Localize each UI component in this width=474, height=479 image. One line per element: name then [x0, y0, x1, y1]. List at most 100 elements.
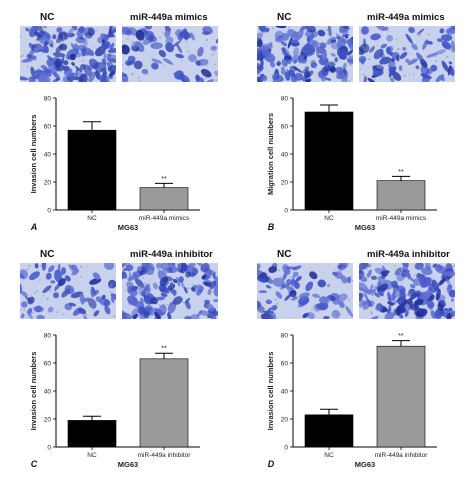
stained-cell: [343, 67, 347, 76]
stained-cell: [139, 297, 144, 304]
stained-cell: [56, 27, 63, 33]
stained-cell: [444, 271, 455, 277]
membrane-pore: [132, 40, 135, 43]
x-axis-title: MG63: [118, 460, 138, 469]
bar-1: [139, 358, 189, 448]
membrane-pore: [433, 81, 435, 82]
stained-cell: [312, 293, 320, 298]
stained-cell: [289, 43, 300, 46]
bar-1: [376, 180, 426, 211]
stained-cell: [257, 263, 261, 272]
stained-cell: [41, 263, 47, 271]
stained-cell: [28, 76, 36, 82]
membrane-pore: [371, 65, 373, 67]
membrane-pore: [394, 264, 396, 267]
stained-cell: [213, 285, 218, 297]
stained-cell: [441, 271, 445, 280]
stained-cell: [99, 298, 111, 307]
stained-cell: [416, 28, 425, 35]
stained-cell: [423, 298, 427, 305]
stained-cell: [145, 305, 153, 310]
stained-cell: [34, 305, 42, 313]
membrane-pore: [34, 292, 37, 295]
membrane-pore: [453, 265, 455, 267]
stained-cell: [426, 300, 435, 308]
stained-cell: [430, 310, 437, 319]
membrane-pore: [182, 301, 185, 304]
stained-cell: [55, 44, 63, 54]
stained-cell: [258, 26, 266, 33]
membrane-pore: [367, 66, 369, 69]
stained-cell: [336, 293, 348, 302]
membrane-pore: [292, 300, 295, 302]
membrane-pore: [130, 41, 132, 43]
micrograph-d-2: [359, 263, 455, 319]
stained-cell: [150, 297, 158, 305]
y-tick-label: 40: [44, 151, 52, 158]
stained-cell: [304, 66, 310, 71]
stained-cell: [79, 63, 86, 71]
membrane-pore: [143, 282, 146, 285]
stained-cell: [347, 49, 353, 56]
stained-cell: [137, 306, 146, 315]
membrane-pore: [268, 272, 270, 275]
stained-cell: [338, 29, 349, 35]
stained-cell: [434, 49, 446, 56]
membrane-pore: [412, 74, 414, 76]
stained-cell: [292, 66, 303, 73]
stained-cell: [380, 270, 390, 275]
stained-cell: [133, 60, 143, 70]
stained-cell: [160, 292, 168, 297]
membrane-pore: [85, 313, 88, 316]
x-category-label: miR-449a mimics: [376, 215, 427, 222]
membrane-pore: [418, 33, 421, 36]
stained-cell: [108, 283, 113, 289]
stained-cell: [29, 271, 40, 281]
membrane-pore: [214, 50, 216, 53]
stained-cell: [310, 59, 317, 66]
stained-cell: [435, 285, 440, 294]
stained-cell: [174, 70, 184, 80]
stained-cell: [292, 265, 302, 271]
stained-cell: [172, 296, 183, 305]
membrane-pore: [40, 265, 42, 267]
stained-cell: [68, 72, 77, 80]
stained-cell: [87, 27, 96, 36]
significance-marker: **: [161, 176, 167, 183]
y-tick-label: 80: [281, 95, 289, 102]
panel-letter: C: [31, 459, 38, 469]
membrane-pore: [129, 304, 132, 307]
stained-cell: [331, 309, 341, 319]
y-tick-label: 40: [281, 388, 289, 395]
stained-cell: [330, 53, 336, 57]
membrane-pore: [113, 315, 116, 318]
stained-cell: [185, 271, 192, 278]
stained-cell: [127, 274, 139, 282]
stained-cell: [408, 26, 415, 34]
stained-cell: [48, 265, 55, 273]
y-tick-label: 0: [284, 207, 288, 214]
x-category-label: NC: [324, 215, 334, 222]
membrane-pore: [162, 64, 165, 66]
stained-cell: [294, 73, 304, 81]
stained-cell: [295, 276, 302, 282]
stained-cell: [408, 276, 415, 282]
stained-cell: [131, 286, 139, 291]
stained-cell: [173, 289, 177, 297]
bar-0: [304, 414, 354, 448]
stained-cell: [439, 28, 445, 34]
membrane-pore: [138, 77, 141, 79]
membrane-pore: [318, 77, 320, 79]
membrane-pore: [20, 36, 22, 38]
stained-cell: [46, 38, 54, 46]
stained-cell: [370, 33, 381, 41]
stained-cell: [107, 53, 116, 58]
stained-cell: [391, 280, 398, 289]
membrane-pore: [162, 31, 164, 33]
stained-cell: [214, 276, 218, 289]
stained-cell: [373, 64, 384, 72]
membrane-pore: [263, 32, 266, 34]
stained-cell: [359, 282, 369, 292]
stained-cell: [92, 272, 101, 280]
stained-cell: [402, 46, 407, 51]
